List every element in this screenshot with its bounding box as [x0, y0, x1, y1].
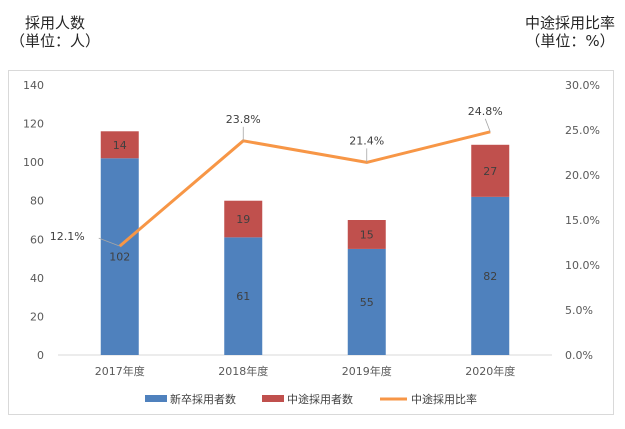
bar-mid-career-value-label: 19	[236, 213, 250, 226]
x-tick-label: 2019年度	[342, 364, 392, 378]
bar-mid-career	[347, 220, 386, 249]
y-left-tick-label: 140	[23, 79, 44, 92]
ratio-label-leader	[98, 237, 120, 247]
ratio-value-label: 23.8%	[226, 113, 261, 126]
y-left-tick-label: 80	[30, 195, 44, 208]
left-axis-title-line1: 採用人数	[25, 14, 86, 32]
left-axis-title-line2: （単位：人）	[10, 32, 101, 50]
y-right-tick-label: 15.0%	[565, 214, 600, 227]
bar-mid-career	[100, 131, 139, 159]
x-tick-label: 2020年度	[465, 364, 515, 378]
legend-swatch-new-grad	[145, 395, 167, 402]
right-axis-title-line2: （単位：%）	[525, 32, 615, 50]
y-right-tick-label: 5.0%	[565, 304, 593, 317]
ratio-value-label: 12.1%	[50, 230, 85, 243]
bar-mid-career-value-label: 27	[483, 165, 497, 178]
bar-mid-career-value-label: 15	[360, 228, 374, 241]
bar-new-grad-value-label: 55	[360, 296, 374, 309]
y-left-tick-label: 100	[23, 156, 44, 169]
y-left-tick-label: 60	[30, 233, 44, 246]
x-tick-label: 2017年度	[95, 364, 145, 378]
bar-mid-career	[471, 144, 510, 197]
ratio-line	[118, 130, 491, 248]
y-right-tick-label: 25.0%	[565, 124, 600, 137]
bar-new-grad-value-label: 61	[236, 290, 250, 303]
ratio-value-label: 21.4%	[349, 134, 384, 147]
y-right-tick-label: 30.0%	[565, 79, 600, 92]
bar-new-grad-value-label: 102	[109, 251, 130, 264]
y-right-tick-label: 20.0%	[565, 169, 600, 182]
left-axis-title: 採用人数 （単位：人）	[10, 14, 100, 50]
legend-swatch-mid-career	[262, 395, 284, 402]
x-tick-label: 2018年度	[218, 364, 268, 378]
y-left-tick-label: 20	[30, 310, 44, 323]
right-axis-title-line1: 中途採用比率	[524, 14, 615, 32]
legend-label: 中途採用比率	[411, 392, 477, 406]
bar-mid-career	[224, 200, 263, 238]
y-left-tick-label: 120	[23, 118, 44, 131]
bar-new-grad-value-label: 82	[483, 270, 497, 283]
y-right-tick-label: 0.0%	[565, 349, 593, 362]
y-left-tick-label: 0	[37, 349, 44, 362]
chart-area	[8, 70, 614, 415]
legend-label: 新卒採用者数	[170, 392, 236, 406]
ratio-label-leader	[484, 118, 491, 132]
legend-label: 中途採用者数	[287, 392, 353, 406]
right-axis-title: 中途採用比率 （単位：%）	[525, 14, 615, 50]
y-left-tick-label: 40	[30, 272, 44, 285]
bar-new-grad	[471, 196, 510, 355]
bar-new-grad	[347, 248, 386, 355]
bar-mid-career-value-label: 14	[113, 139, 127, 152]
bar-new-grad	[100, 158, 139, 355]
y-right-tick-label: 10.0%	[565, 259, 600, 272]
bar-new-grad	[224, 237, 263, 355]
ratio-value-label: 24.8%	[468, 105, 503, 118]
